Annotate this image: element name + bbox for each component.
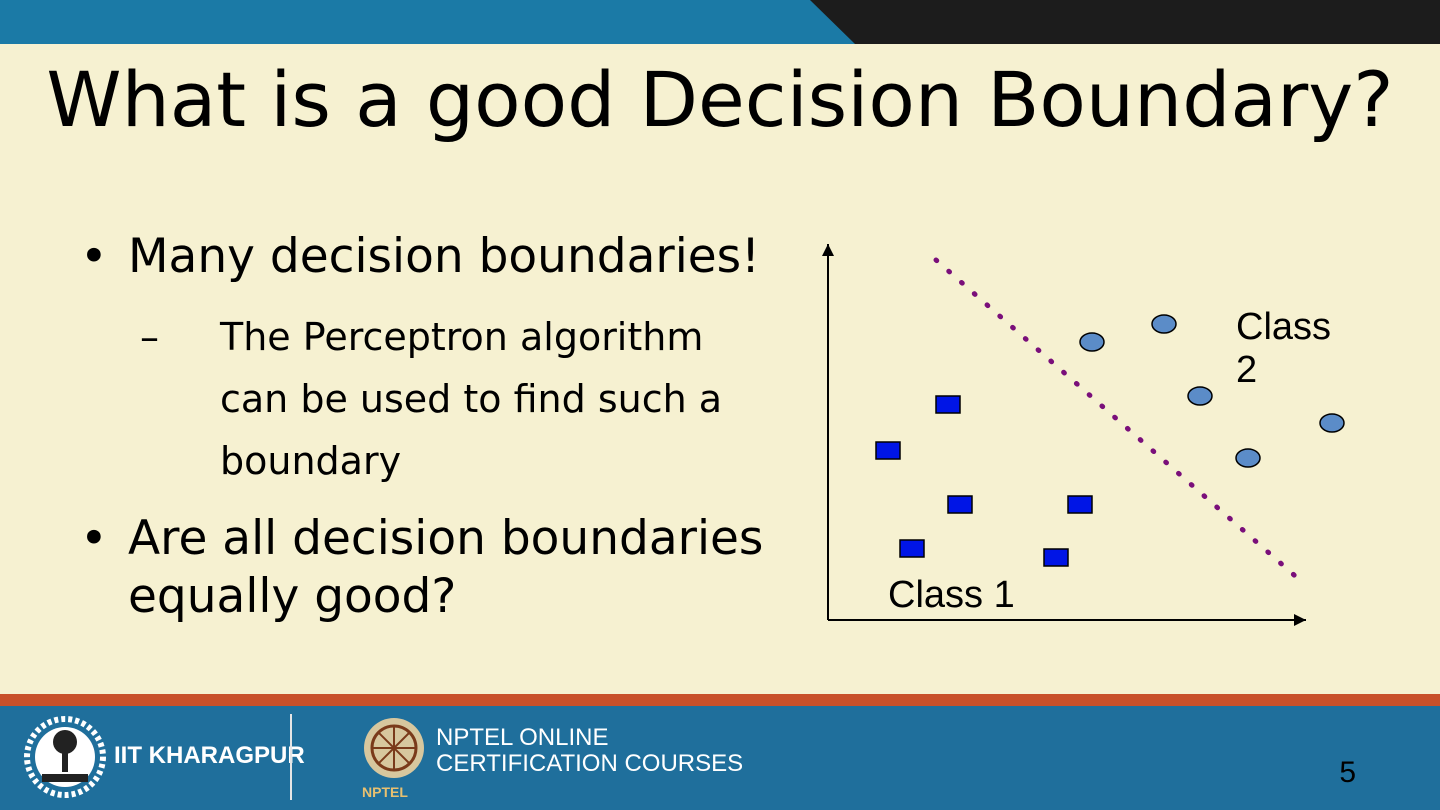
slide-title: What is a good Decision Boundary? — [46, 55, 1394, 144]
class1-point — [899, 539, 925, 558]
sub-bullet-text: The Perceptron algorithm can be used to … — [220, 315, 723, 483]
decision-boundary-line — [933, 257, 1305, 585]
decision-boundary-diagram: Class 2 Class 1 — [800, 228, 1360, 638]
bullet-dot-icon: • — [80, 511, 108, 566]
bullet-item: • Are all decision boundaries equally go… — [80, 510, 808, 626]
class1-point — [875, 441, 901, 460]
sub-bullet-item: – The Perceptron algorithm can be used t… — [140, 306, 780, 492]
page-number: 5 — [1339, 756, 1356, 789]
iit-kharagpur-logo-icon — [24, 716, 106, 798]
class1-point — [935, 395, 961, 414]
diagram-svg — [822, 244, 1345, 626]
class2-label: Class 2 — [1236, 306, 1332, 391]
top-bar-dark-section — [810, 0, 1440, 44]
footer-accent-stripe — [0, 694, 1440, 706]
class2-point — [1079, 332, 1105, 352]
class2-point — [1187, 386, 1213, 406]
class1-point — [1043, 548, 1069, 567]
class1-point — [1067, 495, 1093, 514]
iit-kharagpur-text: IIT KHARAGPUR — [114, 742, 305, 769]
class1-point — [947, 495, 973, 514]
bullet-dot-icon: • — [80, 229, 108, 284]
nptel-logo-icon — [364, 718, 424, 778]
bullet-text: Many decision boundaries! — [128, 229, 760, 284]
bullet-text: Are all decision boundaries equally good… — [128, 511, 764, 624]
nptel-logo-text: NPTEL — [362, 784, 408, 800]
class2-point — [1235, 448, 1261, 468]
class2-point — [1319, 413, 1345, 433]
class1-label: Class 1 — [888, 574, 1015, 616]
class2-point — [1151, 314, 1177, 334]
footer-bar — [0, 706, 1440, 810]
footer-divider — [290, 714, 292, 800]
nptel-online-text: NPTEL ONLINE — [436, 724, 609, 751]
sub-bullet-dash-icon: – — [140, 315, 159, 359]
bullet-item: • Many decision boundaries! — [80, 228, 760, 286]
certification-courses-text: CERTIFICATION COURSES — [436, 750, 744, 777]
